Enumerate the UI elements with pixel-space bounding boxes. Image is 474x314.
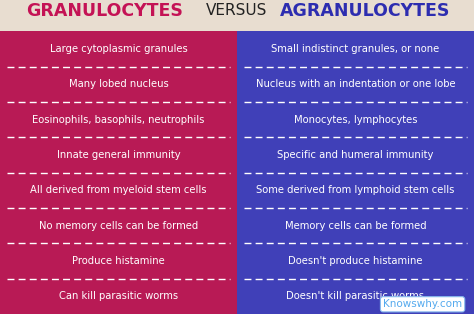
Text: Small indistinct granules, or none: Small indistinct granules, or none	[272, 44, 439, 54]
Text: Specific and humeral immunity: Specific and humeral immunity	[277, 150, 434, 160]
Text: Nucleus with an indentation or one lobe: Nucleus with an indentation or one lobe	[255, 79, 456, 89]
Bar	[0, 0, 474, 31]
Text: GRANULOCYTES: GRANULOCYTES	[26, 2, 182, 20]
Text: VERSUS: VERSUS	[206, 3, 268, 19]
Text: Memory cells can be formed: Memory cells can be formed	[285, 221, 426, 231]
Text: Doesn't produce histamine: Doesn't produce histamine	[288, 256, 423, 266]
Bar	[237, 31, 474, 314]
Text: AGRANULOCYTES: AGRANULOCYTES	[280, 2, 450, 20]
Text: Can kill parasitic worms: Can kill parasitic worms	[59, 291, 178, 301]
Text: Large cytoplasmic granules: Large cytoplasmic granules	[50, 44, 187, 54]
Text: Doesn't kill parasitic worms: Doesn't kill parasitic worms	[286, 291, 425, 301]
Text: All derived from myeloid stem cells: All derived from myeloid stem cells	[30, 185, 207, 195]
Text: No memory cells can be formed: No memory cells can be formed	[39, 221, 198, 231]
Text: Innate general immunity: Innate general immunity	[57, 150, 180, 160]
Text: Eosinophils, basophils, neutrophils: Eosinophils, basophils, neutrophils	[32, 115, 205, 125]
Text: Many lobed nucleus: Many lobed nucleus	[69, 79, 168, 89]
Text: Produce histamine: Produce histamine	[72, 256, 165, 266]
Text: Knowswhy.com: Knowswhy.com	[383, 299, 462, 309]
Text: Monocytes, lymphocytes: Monocytes, lymphocytes	[294, 115, 417, 125]
Bar	[0, 31, 237, 314]
Text: Some derived from lymphoid stem cells: Some derived from lymphoid stem cells	[256, 185, 455, 195]
